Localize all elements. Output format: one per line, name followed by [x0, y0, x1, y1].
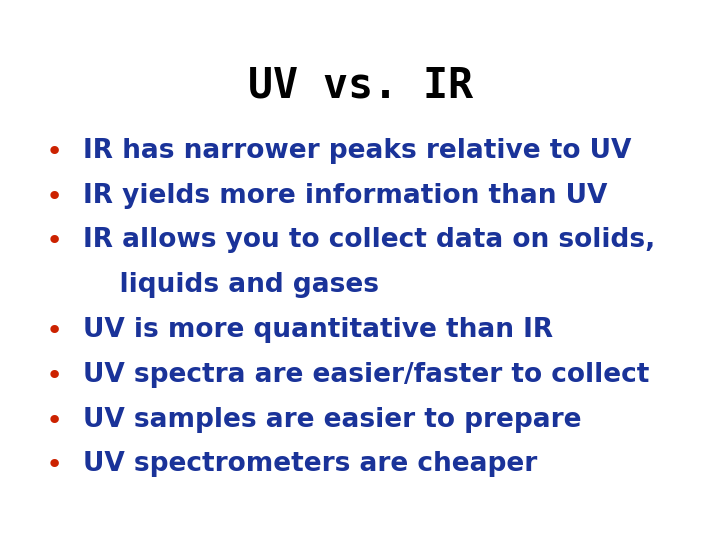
Text: IR allows you to collect data on solids,: IR allows you to collect data on solids, — [83, 227, 655, 253]
Text: UV spectrometers are cheaper: UV spectrometers are cheaper — [83, 451, 537, 477]
Text: •: • — [45, 227, 63, 255]
Text: •: • — [45, 317, 63, 345]
Text: •: • — [45, 138, 63, 166]
Text: IR yields more information than UV: IR yields more information than UV — [83, 183, 607, 208]
Text: UV is more quantitative than IR: UV is more quantitative than IR — [83, 317, 553, 343]
Text: liquids and gases: liquids and gases — [83, 272, 379, 298]
Text: •: • — [45, 451, 63, 480]
Text: •: • — [45, 183, 63, 211]
Text: •: • — [45, 362, 63, 390]
Text: UV vs. IR: UV vs. IR — [248, 65, 472, 107]
Text: •: • — [45, 407, 63, 435]
Text: UV samples are easier to prepare: UV samples are easier to prepare — [83, 407, 581, 433]
Text: UV spectra are easier/faster to collect: UV spectra are easier/faster to collect — [83, 362, 649, 388]
Text: IR has narrower peaks relative to UV: IR has narrower peaks relative to UV — [83, 138, 631, 164]
